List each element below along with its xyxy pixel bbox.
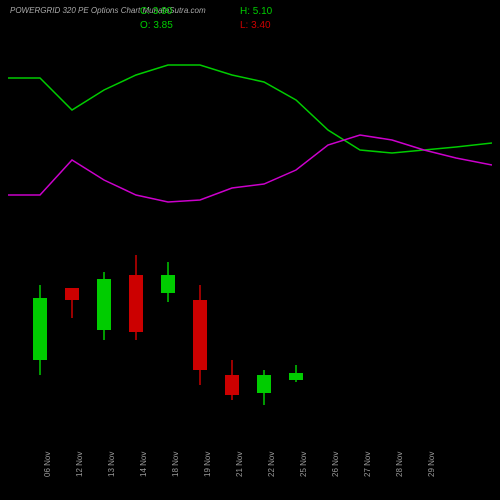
x-tick-label: 29 Nov [427, 452, 436, 477]
x-tick-label: 19 Nov [203, 452, 212, 477]
x-tick-label: 06 Nov [43, 452, 52, 477]
ohlc-high: H: 5.10 [240, 6, 272, 17]
x-tick-label: 28 Nov [395, 452, 404, 477]
x-tick-label: 18 Nov [171, 452, 180, 477]
chart-title: POWERGRID 320 PE Options Chart MunafaSut… [10, 6, 206, 15]
ohlc-open: O: 3.85 [140, 20, 173, 31]
x-tick-label: 13 Nov [107, 452, 116, 477]
x-tick-label: 27 Nov [363, 452, 372, 477]
x-tick-label: 26 Nov [331, 452, 340, 477]
x-tick-label: 14 Nov [139, 452, 148, 477]
x-tick-label: 25 Nov [299, 452, 308, 477]
x-axis-labels: 06 Nov 12 Nov 13 Nov 14 Nov 18 Nov 19 Nov 21 N… [8, 445, 492, 495]
x-tick-label: 21 Nov [235, 452, 244, 477]
x-tick-label: 12 Nov [75, 452, 84, 477]
chart-svg [8, 40, 492, 440]
ohlc-close: C: 3.90 [140, 6, 172, 17]
chart-area [8, 40, 492, 440]
ohlc-low: L: 3.40 [240, 20, 271, 31]
x-tick-label: 22 Nov [267, 452, 276, 477]
